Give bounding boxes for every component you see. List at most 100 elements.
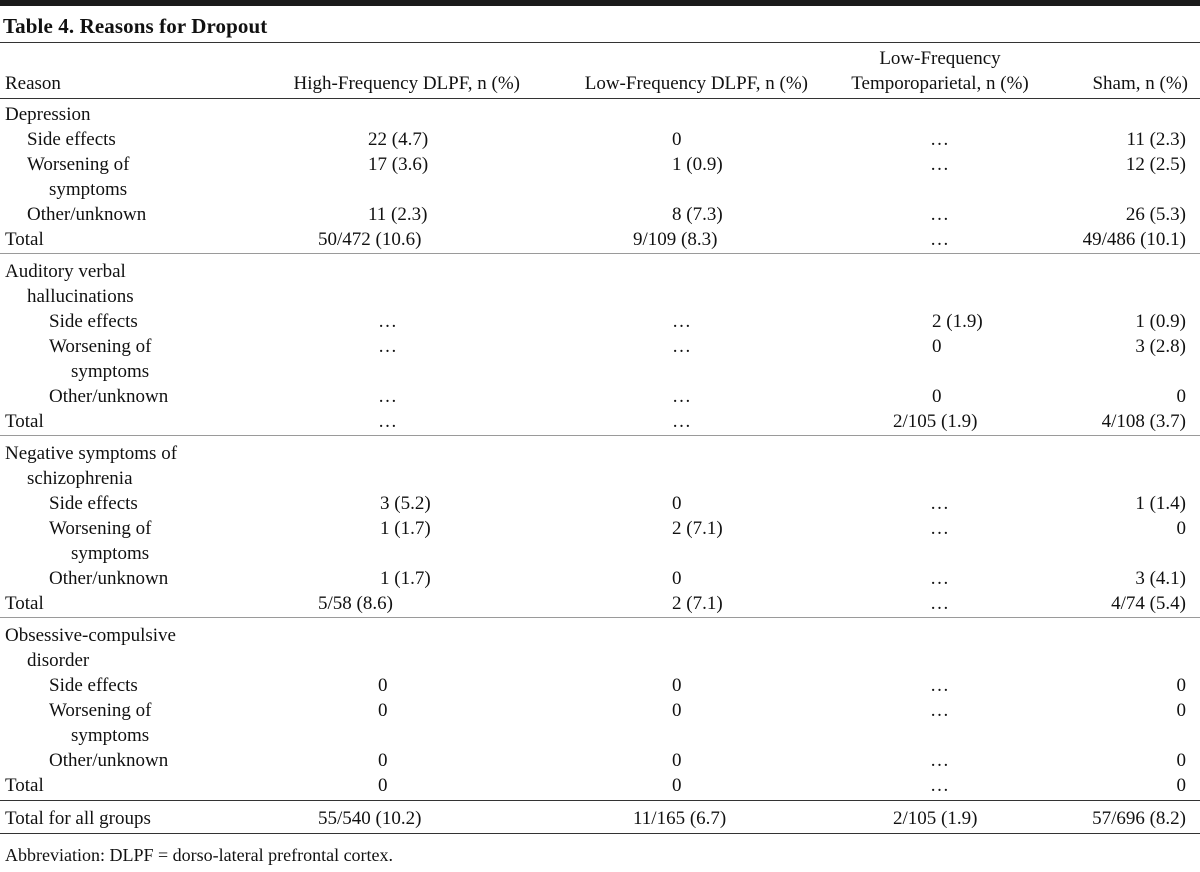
cell-low-frequency-temporoparietal: 2/105 (1.9) <box>893 411 978 432</box>
row-label: Total <box>5 775 44 796</box>
cell-low-frequency-dlpf: … <box>672 411 691 432</box>
table-row: symptoms <box>0 723 1200 748</box>
cell-low-frequency-dlpf: … <box>672 311 691 332</box>
row-label: schizophrenia <box>27 468 133 489</box>
row-label: Worsening of <box>27 154 130 175</box>
row-label: Total for all groups <box>5 808 151 829</box>
row-label: Worsening of <box>49 518 152 539</box>
cell-low-frequency-dlpf: 0 <box>672 129 682 150</box>
cell-sham: 4/74 (5.4) <box>1111 593 1186 614</box>
cell-sham: 3 (2.8) <box>1135 336 1186 357</box>
row-label: Side effects <box>49 493 138 514</box>
cell-low-frequency-temporoparietal: 2 (1.9) <box>932 311 983 332</box>
table-row: Side effects … … 2 (1.9) 1 (0.9) <box>0 309 1200 334</box>
cell-sham: 0 <box>1176 700 1187 721</box>
cell-low-frequency-dlpf: 0 <box>672 675 682 696</box>
header-sham: Sham, n (%) <box>1092 73 1188 94</box>
cell-low-frequency-temporoparietal: 0 <box>932 386 942 407</box>
cell-high-frequency-dlpf: 0 <box>378 750 388 771</box>
section-rule <box>0 253 1200 254</box>
cell-low-frequency-dlpf: 0 <box>672 750 682 771</box>
cell-low-frequency-dlpf: 2 (7.1) <box>672 593 723 614</box>
row-label: disorder <box>27 650 90 671</box>
cell-sham: 0 <box>1176 518 1187 539</box>
cell-low-frequency-temporoparietal: … <box>930 129 949 150</box>
table-row: Other/unknown … … 0 0 <box>0 384 1200 409</box>
row-label: Side effects <box>49 311 138 332</box>
table-row: Negative symptoms of <box>0 441 1200 466</box>
table-row: Other/unknown 11 (2.3) 8 (7.3) … 26 (5.3) <box>0 202 1200 227</box>
table-row: Depression <box>0 102 1200 127</box>
cell-low-frequency-temporoparietal: … <box>930 750 949 771</box>
cell-high-frequency-dlpf: … <box>378 336 397 357</box>
row-label: symptoms <box>71 361 150 382</box>
top-rule <box>0 0 1200 6</box>
header-high-frequency-dlpf: High-Frequency DLPF, n (%) <box>293 73 520 94</box>
cell-low-frequency-dlpf: 0 <box>672 775 682 796</box>
header-low-frequency-temporoparietal-line1: Low-Frequency <box>879 48 1001 69</box>
cell-low-frequency-dlpf: 0 <box>672 493 682 514</box>
header-low-frequency-dlpf: Low-Frequency DLPF, n (%) <box>584 73 808 94</box>
cell-sham: 1 (1.4) <box>1135 493 1186 514</box>
header-rule <box>0 98 1200 99</box>
table-row: Side effects 0 0 … 0 <box>0 673 1200 698</box>
table-row: Total for all groups 55/540 (10.2) 11/165 … <box>0 806 1200 831</box>
row-label: Other/unknown <box>49 386 169 407</box>
cell-low-frequency-temporoparietal: … <box>930 518 949 539</box>
cell-sham: 11 (2.3) <box>1126 129 1186 150</box>
header-low-frequency-temporoparietal-line2: Temporoparietal, n (%) <box>851 73 1029 94</box>
row-label: Other/unknown <box>49 750 169 771</box>
row-label: Other/unknown <box>27 204 147 225</box>
row-label: Worsening of <box>49 336 152 357</box>
cell-low-frequency-dlpf: 2 (7.1) <box>672 518 723 539</box>
table-row: disorder <box>0 648 1200 673</box>
caption-rule <box>0 42 1200 43</box>
table-row: Side effects 22 (4.7) 0 … 11 (2.3) <box>0 127 1200 152</box>
section-rule <box>0 800 1200 801</box>
row-label: Side effects <box>27 129 116 150</box>
table-row: Worsening of … … 0 3 (2.8) <box>0 334 1200 359</box>
section-rule <box>0 833 1200 834</box>
cell-high-frequency-dlpf: 0 <box>378 775 388 796</box>
cell-high-frequency-dlpf: 1 (1.7) <box>380 518 431 539</box>
cell-low-frequency-dlpf: 9/109 (8.3) <box>633 229 718 250</box>
cell-high-frequency-dlpf: 5/58 (8.6) <box>318 593 393 614</box>
section-rule <box>0 435 1200 436</box>
row-label: symptoms <box>49 179 128 200</box>
table-caption: Table 4. Reasons for Dropout <box>3 14 268 38</box>
cell-low-frequency-temporoparietal: 0 <box>932 336 942 357</box>
cell-sham: 1 (0.9) <box>1135 311 1186 332</box>
cell-low-frequency-temporoparietal: … <box>930 229 949 250</box>
table-row: Other/unknown 1 (1.7) 0 … 3 (4.1) <box>0 566 1200 591</box>
table-row: Auditory verbal <box>0 259 1200 284</box>
cell-high-frequency-dlpf: 3 (5.2) <box>380 493 431 514</box>
table-row: Worsening of 0 0 … 0 <box>0 698 1200 723</box>
row-label: Total <box>5 229 44 250</box>
cell-high-frequency-dlpf: 0 <box>378 700 388 721</box>
table-row: Side effects 3 (5.2) 0 … 1 (1.4) <box>0 491 1200 516</box>
table-row: Obsessive-compulsive <box>0 623 1200 648</box>
cell-low-frequency-temporoparietal: 2/105 (1.9) <box>893 808 978 829</box>
table-row: Total … … 2/105 (1.9) 4/108 (3.7) <box>0 409 1200 434</box>
table-row: Worsening of 1 (1.7) 2 (7.1) … 0 <box>0 516 1200 541</box>
row-label: Auditory verbal <box>5 261 126 282</box>
cell-high-frequency-dlpf: 17 (3.6) <box>368 154 429 175</box>
cell-sham: 0 <box>1176 750 1187 771</box>
cell-low-frequency-dlpf: 11/165 (6.7) <box>633 808 727 829</box>
table-row: hallucinations <box>0 284 1200 309</box>
table-row: Total 50/472 (10.6) 9/109 (8.3) … 49/486 (10… <box>0 227 1200 252</box>
cell-sham: 3 (4.1) <box>1135 568 1186 589</box>
table-row: schizophrenia <box>0 466 1200 491</box>
row-label: Total <box>5 411 44 432</box>
header-reason: Reason <box>5 73 61 94</box>
row-label: Total <box>5 593 44 614</box>
row-label: Negative symptoms of <box>5 443 178 464</box>
row-label: hallucinations <box>27 286 134 307</box>
table-row: symptoms <box>0 541 1200 566</box>
cell-high-frequency-dlpf: 1 (1.7) <box>380 568 431 589</box>
table-row: symptoms <box>0 359 1200 384</box>
cell-low-frequency-dlpf: 1 (0.9) <box>672 154 723 175</box>
cell-low-frequency-temporoparietal: … <box>930 204 949 225</box>
cell-sham: 0 <box>1176 775 1187 796</box>
cell-sham: 26 (5.3) <box>1125 204 1186 225</box>
